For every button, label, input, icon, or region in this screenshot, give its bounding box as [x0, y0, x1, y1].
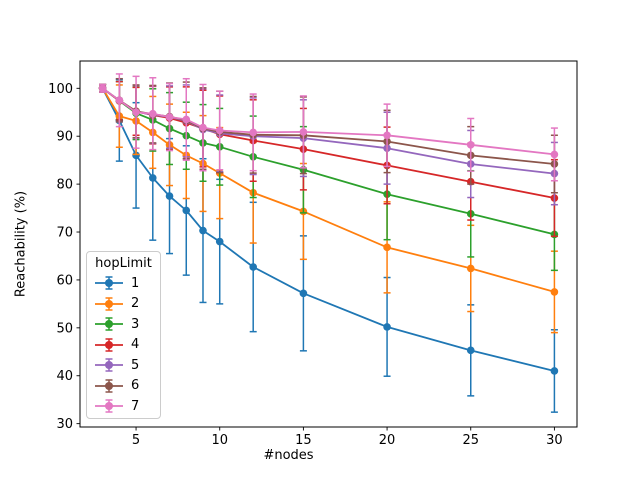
legend-key-icon — [95, 317, 123, 331]
x-tick-label: 20 — [379, 433, 396, 448]
y-tick-label: 30 — [56, 417, 73, 432]
legend-item-hop2: 2 — [87, 294, 160, 315]
x-tick-label: 15 — [295, 433, 312, 448]
legend-item-label: 3 — [131, 316, 140, 332]
legend-item-label: 1 — [131, 275, 140, 291]
legend-key-icon — [95, 276, 123, 290]
axes-spines — [79, 60, 578, 428]
data-point-marker — [466, 346, 475, 355]
data-point-marker — [165, 192, 174, 200]
series-hop6 — [98, 77, 559, 194]
series-line — [101, 87, 556, 236]
y-tick-label: 40 — [56, 369, 73, 384]
y-tick-label: 100 — [48, 82, 73, 97]
data-point-marker — [182, 206, 191, 215]
y-tick-label: 60 — [56, 273, 73, 288]
data-point-marker — [299, 289, 308, 298]
data-point-marker — [98, 84, 107, 93]
x-tick-label: 25 — [462, 433, 479, 448]
series-hop2 — [98, 83, 559, 334]
legend-item-label: 5 — [131, 357, 140, 373]
data-point-marker — [132, 108, 140, 117]
data-point-marker — [466, 264, 475, 273]
data-point-marker — [550, 367, 559, 375]
x-axis-label-text: #nodes — [263, 448, 314, 463]
legend-item-label: 2 — [131, 296, 140, 312]
data-point-marker — [148, 109, 157, 118]
series-hop3 — [98, 80, 559, 272]
data-point-marker — [199, 123, 207, 132]
legend-key-icon — [95, 358, 123, 372]
legend-item-hop1: 1 — [87, 273, 160, 294]
data-point-marker — [182, 115, 191, 124]
data-point-marker — [115, 96, 124, 105]
legend-key-icon — [95, 297, 123, 311]
x-axis-label: #nodes — [0, 448, 577, 463]
x-tick-label: 10 — [211, 433, 228, 448]
x-tick-label: 30 — [546, 433, 563, 448]
data-point-marker — [550, 150, 559, 159]
series-hop7 — [98, 73, 559, 182]
x-tick-label: 5 — [132, 433, 140, 448]
y-tick-label: 70 — [56, 226, 73, 241]
data-point-marker — [299, 128, 308, 136]
legend-key-icon — [95, 379, 123, 393]
y-tick-label: 50 — [56, 321, 73, 336]
data-point-marker — [383, 131, 391, 140]
data-point-marker — [215, 237, 224, 246]
data-point-marker — [215, 126, 224, 135]
data-point-marker — [199, 226, 207, 235]
legend-item-hop7: 7 — [87, 396, 160, 417]
data-point-marker — [383, 323, 391, 331]
legend-item-hop6: 6 — [87, 376, 160, 397]
y-tick-label: 90 — [56, 130, 73, 145]
legend-item-label: 7 — [131, 398, 140, 414]
legend: hopLimit 1 2 3 4 5 6 7 — [86, 251, 161, 419]
legend-items: 1 2 3 4 5 6 7 — [87, 273, 160, 417]
legend-key-icon — [95, 399, 123, 413]
legend-item-label: 4 — [131, 337, 140, 353]
legend-item-hop5: 5 — [87, 355, 160, 376]
data-point-marker — [249, 263, 257, 271]
data-point-marker — [132, 151, 140, 160]
legend-item-label: 6 — [131, 378, 140, 394]
data-point-marker — [466, 141, 475, 149]
legend-item-hop4: 4 — [87, 335, 160, 356]
data-point-marker — [165, 113, 174, 121]
data-point-marker — [249, 128, 257, 137]
data-point-marker — [383, 243, 391, 252]
legend-item-hop3: 3 — [87, 314, 160, 335]
y-axis-label: Reachability (%) — [13, 190, 29, 298]
y-tick-label: 80 — [56, 178, 73, 193]
legend-key-icon — [95, 338, 123, 352]
data-point-marker — [550, 288, 559, 296]
data-point-marker — [148, 174, 157, 182]
legend-title: hopLimit — [95, 256, 152, 271]
